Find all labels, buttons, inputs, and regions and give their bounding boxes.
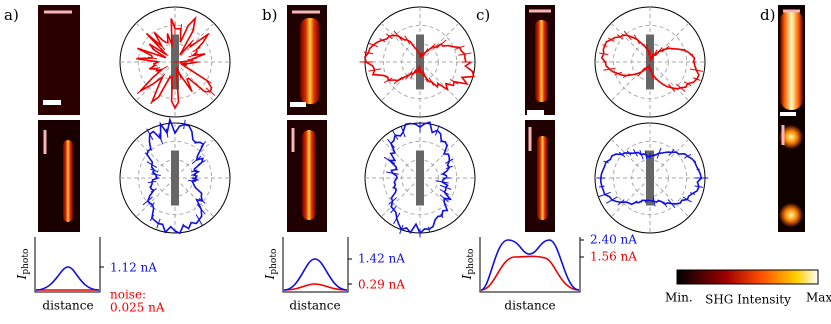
signal-label: 1.12 nA xyxy=(110,261,157,275)
plot-frame xyxy=(34,237,101,293)
scale-bar xyxy=(43,100,61,105)
plot-frame xyxy=(282,237,349,293)
y-label-main: I xyxy=(460,274,474,280)
panel-label: c) xyxy=(476,6,490,24)
y-label-main: I xyxy=(263,274,277,280)
y-label: Iphoto xyxy=(263,249,279,281)
plot-frame xyxy=(479,237,581,293)
noise-label: 1.56 nA xyxy=(590,250,637,264)
scale-bar xyxy=(780,112,796,116)
polar-grid xyxy=(380,22,460,102)
scale-bar xyxy=(290,102,306,107)
polar-curve xyxy=(364,34,475,92)
rod xyxy=(63,140,73,222)
rod xyxy=(537,136,548,220)
polar-grid xyxy=(380,138,460,218)
profile xyxy=(480,239,580,291)
image xyxy=(38,5,80,115)
rod-orientation xyxy=(646,34,654,90)
polar-curve xyxy=(600,34,700,90)
y-label: Iphoto xyxy=(460,249,476,281)
colorbar-max: Max. xyxy=(806,291,831,305)
plot-axes xyxy=(34,237,584,293)
panel-label: b) xyxy=(262,6,277,24)
scale-bar xyxy=(527,110,544,115)
polar-grid xyxy=(380,138,460,218)
arrows xyxy=(43,9,800,154)
rod xyxy=(780,10,803,110)
y-label-sub: photo xyxy=(21,249,31,275)
x-label: distance xyxy=(289,299,340,313)
polar-curve xyxy=(599,151,703,206)
rod xyxy=(302,130,316,220)
noise-label: noise: xyxy=(110,288,146,302)
polar-grid xyxy=(610,22,690,102)
y-label: Iphoto xyxy=(15,249,31,281)
spot xyxy=(779,203,803,227)
profile xyxy=(480,255,580,291)
y-label-main: I xyxy=(15,274,29,280)
profiles xyxy=(35,239,580,291)
x-label: distance xyxy=(42,299,93,313)
noise-label: 0.29 nA xyxy=(358,278,405,292)
profile xyxy=(35,266,100,291)
profile xyxy=(283,258,348,291)
panel-label: d) xyxy=(760,6,775,24)
rod-orientation xyxy=(416,34,424,90)
x-label: distance xyxy=(504,299,555,313)
rod xyxy=(535,20,548,102)
polar-curve xyxy=(387,121,453,235)
colorbar-min: Min. xyxy=(665,291,693,305)
rod xyxy=(300,18,320,104)
rod-orientation xyxy=(646,150,654,206)
rod-orientation xyxy=(171,150,179,206)
panel-label: a) xyxy=(4,6,19,24)
polar-curve xyxy=(136,15,213,110)
signal-label: 2.40 nA xyxy=(590,233,637,247)
rod-orientation xyxy=(416,150,424,206)
polar-curve xyxy=(146,116,205,235)
polar-grid xyxy=(135,138,215,218)
noise-label: 0.025 nA xyxy=(110,301,165,315)
colorbar-title: SHG Intensity xyxy=(705,293,791,307)
polar-grid xyxy=(135,138,215,218)
y-label-sub: photo xyxy=(466,249,476,275)
profile xyxy=(283,283,348,291)
polar-grid xyxy=(610,138,690,218)
colorbar xyxy=(676,269,819,285)
spot xyxy=(779,125,803,149)
signal-label: 1.42 nA xyxy=(358,252,405,266)
polar-grid xyxy=(135,22,215,102)
y-label-sub: photo xyxy=(269,249,279,275)
